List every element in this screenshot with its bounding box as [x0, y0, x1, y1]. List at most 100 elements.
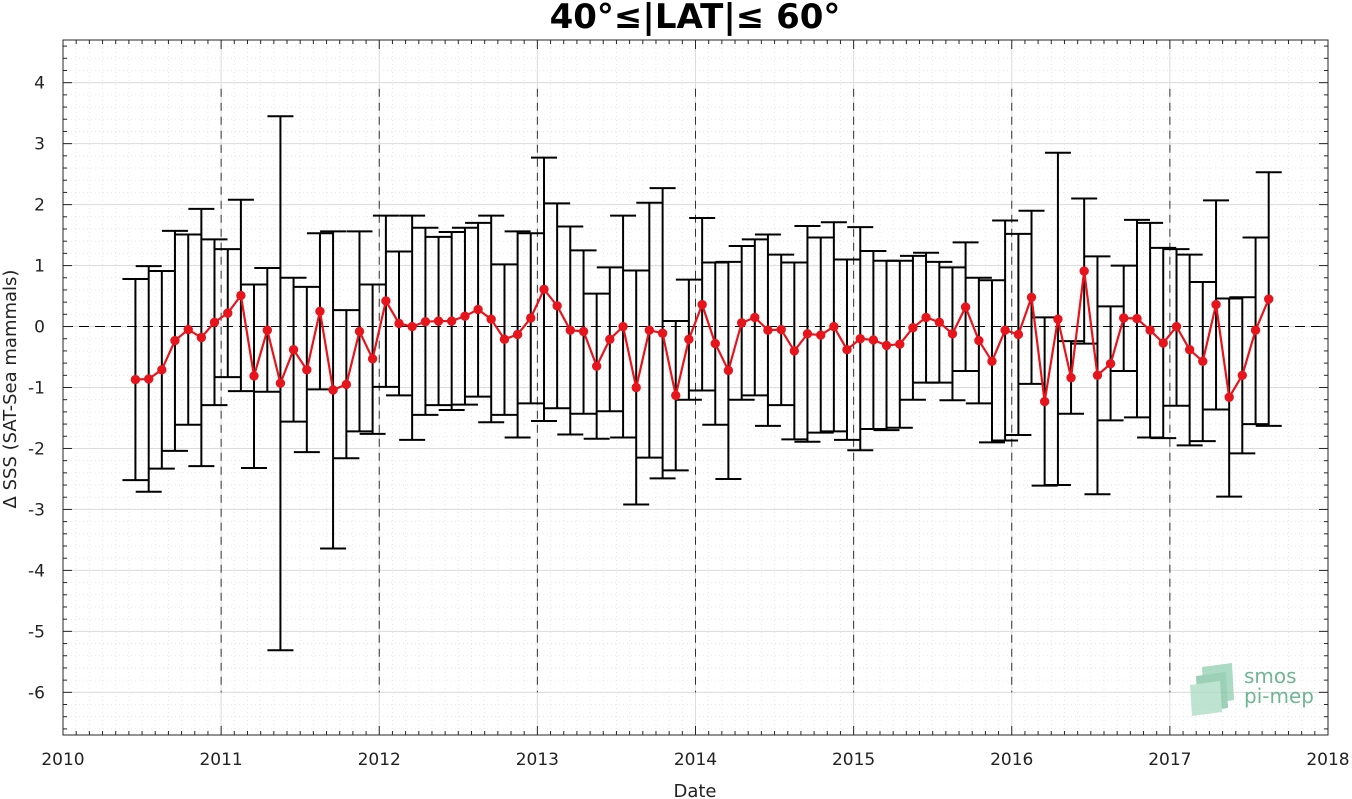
- data-point: [1053, 314, 1063, 324]
- data-point: [591, 361, 602, 371]
- data-point: [908, 323, 918, 333]
- data-point: [223, 308, 233, 318]
- data-point: [1000, 325, 1010, 335]
- data-point: [144, 374, 154, 384]
- data-point: [697, 299, 707, 310]
- data-point: [736, 318, 747, 328]
- data-point: [618, 321, 628, 332]
- y-tick-label: -1: [28, 379, 45, 399]
- data-point: [763, 325, 773, 335]
- y-tick-label: -6: [28, 683, 45, 703]
- data-point: [433, 316, 444, 326]
- y-axis-label: Δ SSS (SAT-Sea mammals): [0, 270, 21, 509]
- data-point: [341, 379, 352, 390]
- data-point: [512, 329, 523, 340]
- data-point: [499, 334, 510, 345]
- data-point: [1119, 313, 1129, 323]
- smos-pimep-logo: smos pi-mep: [1190, 663, 1314, 716]
- data-point: [446, 316, 457, 326]
- data-point: [130, 374, 141, 385]
- data-point: [829, 321, 839, 332]
- y-tick-labels: 4 3 2 1 0 -1 -2 -3 -4 -5 -6: [28, 74, 45, 704]
- logo-line1: smos: [1244, 664, 1297, 688]
- data-point: [776, 324, 786, 335]
- chart-title: 40°≤|LAT|≤ 60°: [550, 0, 841, 37]
- data-point: [1092, 370, 1103, 381]
- data-point: [381, 296, 391, 306]
- data-point: [315, 306, 325, 316]
- data-point: [868, 335, 879, 345]
- data-point: [170, 335, 180, 346]
- data-point: [539, 284, 549, 295]
- data-point: [1105, 359, 1116, 369]
- data-point: [578, 326, 589, 337]
- data-point: [367, 354, 378, 364]
- logo-mark-icon: [1190, 663, 1234, 716]
- data-point: [328, 385, 338, 395]
- y-tick-label: -3: [28, 500, 45, 520]
- data-point: [526, 313, 536, 323]
- data-point: [157, 365, 167, 375]
- data-point: [644, 325, 655, 335]
- data-point: [974, 335, 984, 346]
- axis-ticks: [62, 40, 1329, 735]
- data-point: [262, 325, 272, 335]
- data-point: [460, 311, 470, 321]
- data-point: [354, 326, 365, 337]
- data-point: [1145, 325, 1155, 335]
- data-point: [921, 312, 931, 323]
- data-point: [1066, 373, 1076, 383]
- data-point: [842, 345, 852, 355]
- data-point: [1211, 299, 1221, 310]
- data-points: [130, 266, 1274, 407]
- y-tick-label: -2: [28, 439, 45, 459]
- data-point: [552, 301, 562, 311]
- data-point: [1026, 292, 1037, 302]
- y-tick-label: 2: [34, 196, 45, 216]
- data-point: [1132, 313, 1142, 324]
- data-point: [960, 302, 971, 312]
- x-tick-labels: 2010 2011 2012 2013 2014 2015 2016 2017 2018: [41, 750, 1349, 770]
- data-point: [420, 316, 431, 327]
- data-point: [881, 340, 892, 351]
- y-tick-label: -4: [28, 561, 45, 581]
- x-tick-label: 2017: [1148, 750, 1191, 770]
- x-axis-label: Date: [673, 781, 716, 799]
- data-point: [565, 325, 575, 335]
- data-point: [802, 329, 813, 339]
- x-tick-label: 2018: [1306, 750, 1349, 770]
- data-point: [183, 324, 193, 335]
- data-point: [1198, 356, 1208, 366]
- data-point: [236, 290, 246, 301]
- data-point: [1079, 266, 1089, 276]
- data-point: [947, 329, 958, 339]
- y-tick-label: 3: [34, 135, 45, 155]
- data-point: [631, 382, 641, 393]
- data-point: [486, 314, 496, 324]
- data-point: [209, 317, 220, 327]
- data-point: [816, 330, 826, 340]
- x-tick-label: 2010: [41, 750, 84, 770]
- data-point: [1184, 345, 1195, 355]
- data-point: [249, 371, 259, 381]
- y-tick-label: 4: [34, 74, 45, 94]
- data-point: [684, 334, 694, 345]
- x-tick-label: 2013: [516, 750, 559, 770]
- x-tick-label: 2015: [832, 750, 875, 770]
- data-point: [1250, 325, 1261, 335]
- data-point: [275, 378, 286, 388]
- logo-line2: pi-mep: [1244, 684, 1314, 708]
- data-point: [657, 328, 668, 338]
- data-point: [196, 332, 207, 343]
- data-point: [1171, 321, 1182, 332]
- data-point: [473, 304, 483, 315]
- data-point: [302, 365, 312, 375]
- x-tick-label: 2014: [674, 750, 717, 770]
- data-point: [1224, 392, 1234, 402]
- data-point: [987, 356, 997, 366]
- data-point: [1264, 294, 1274, 304]
- data-point: [605, 334, 615, 345]
- y-tick-label: 1: [34, 257, 45, 277]
- data-point: [710, 338, 720, 349]
